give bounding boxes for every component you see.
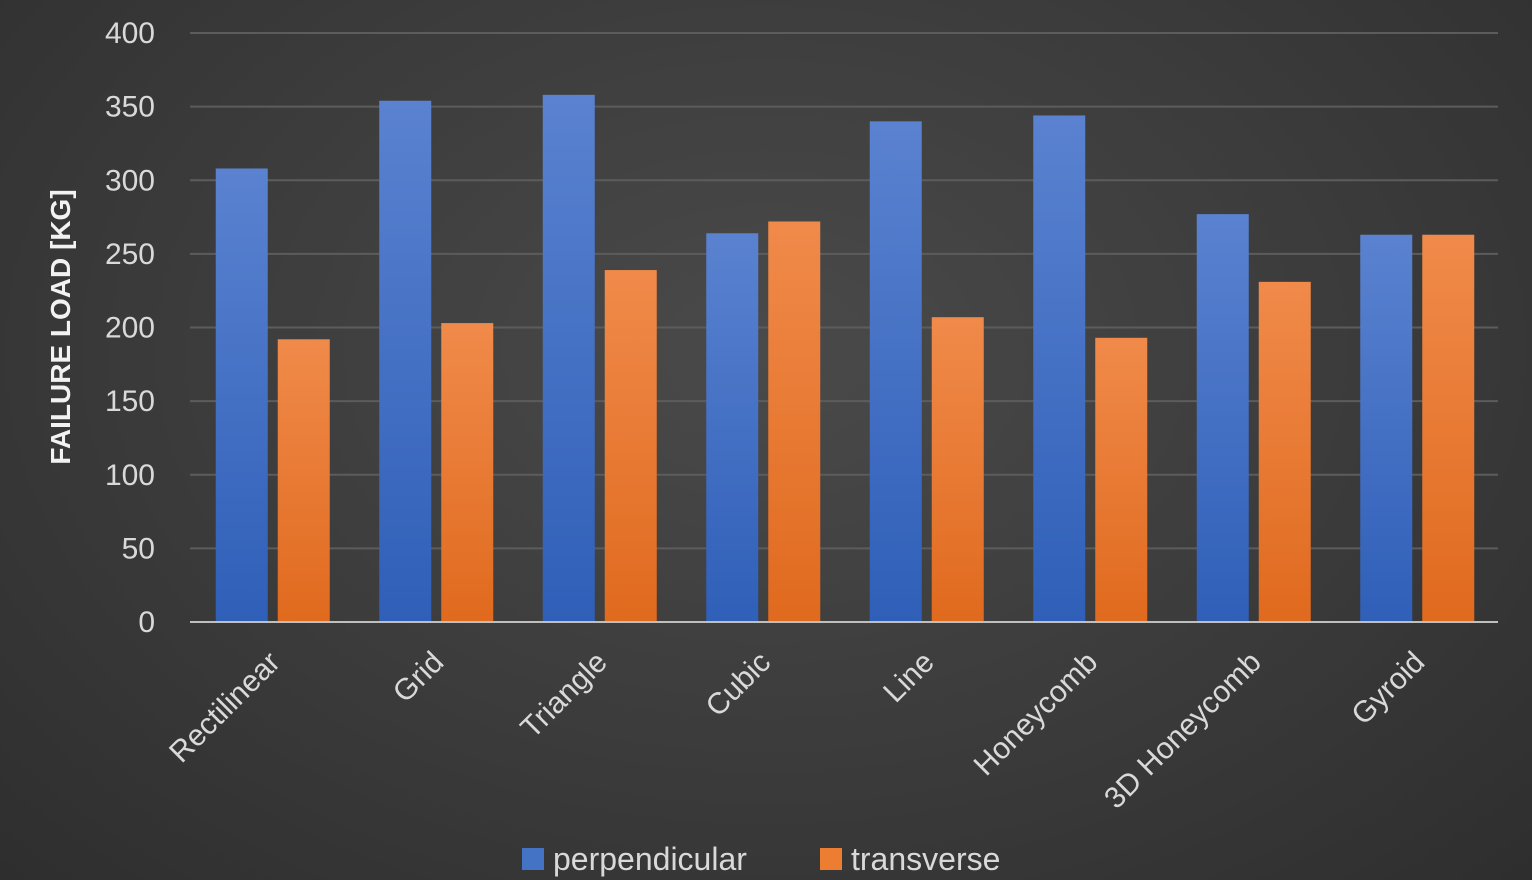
bar-transverse-gyroid (1422, 234, 1475, 623)
legend-label-perpendicular: perpendicular (553, 841, 747, 877)
bar-perpendicular-cubic (706, 233, 759, 622)
y-tick-label: 400 (105, 17, 155, 50)
y-axis-ticks: 0 50 100 150 200 250 300 350 400 (105, 17, 155, 639)
y-tick-label: 250 (105, 238, 155, 271)
bar-transverse-3d-honeycomb (1258, 281, 1311, 622)
y-tick-label: 100 (105, 459, 155, 492)
y-tick-label: 200 (105, 312, 155, 345)
y-tick-label: 300 (105, 164, 155, 197)
x-category-label: Gyroid (1345, 646, 1431, 732)
x-category-label: 3D Honeycomb (1098, 646, 1268, 816)
bar-perpendicular-grid (379, 100, 432, 623)
y-tick-label: 350 (105, 91, 155, 124)
bar-perpendicular-honeycomb (1033, 115, 1086, 623)
x-category-label: Rectilinear (163, 646, 287, 770)
bar-perpendicular-triangle (542, 94, 595, 623)
bar-transverse-grid (441, 323, 494, 622)
y-tick-label: 50 (122, 532, 155, 565)
bar-transverse-line (931, 317, 984, 622)
x-category-label: Cubic (700, 646, 778, 724)
legend-label-transverse: transverse (851, 841, 1000, 877)
bar-transverse-cubic (768, 221, 821, 623)
x-category-label: Line (877, 646, 940, 709)
bar-perpendicular-line (869, 121, 922, 622)
bar-transverse-honeycomb (1095, 337, 1148, 622)
x-category-label: Honeycomb (968, 646, 1105, 783)
bar-perpendicular-rectilinear (215, 168, 268, 622)
y-tick-label: 0 (138, 606, 155, 639)
legend-swatch-perpendicular (522, 848, 544, 870)
x-category-label: Triangle (515, 646, 614, 745)
bar-transverse-rectilinear (277, 339, 330, 622)
bar-perpendicular-gyroid (1360, 234, 1413, 623)
x-category-label: Grid (387, 646, 450, 709)
bars (215, 94, 1475, 623)
y-axis-title: FAILURE LOAD [KG] (45, 189, 76, 464)
legend-swatch-transverse (820, 848, 842, 870)
x-axis-categories: Rectilinear Grid Triangle Cubic Line Honeycom… (163, 646, 1431, 816)
bar-transverse-triangle (604, 270, 657, 622)
bar-perpendicular-3d-honeycomb (1196, 214, 1249, 622)
y-tick-label: 150 (105, 385, 155, 418)
legend: perpendicular transverse (522, 841, 1000, 877)
